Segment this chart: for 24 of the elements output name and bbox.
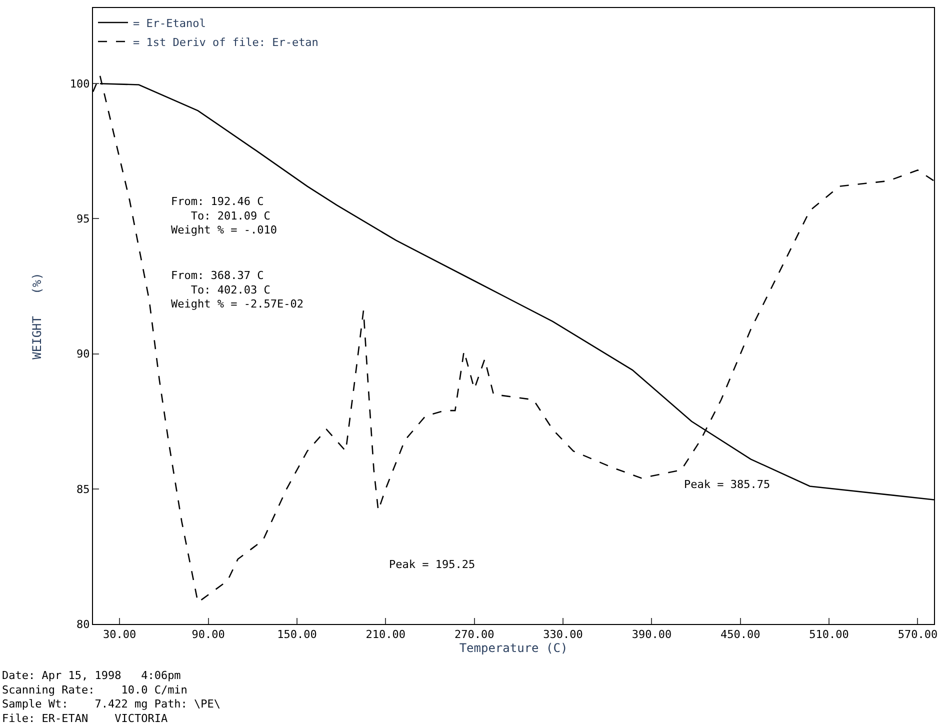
y-tick-label: 95 — [76, 212, 90, 226]
x-tick-label: 390.00 — [632, 628, 672, 642]
x-tick-label: 270.00 — [454, 628, 494, 642]
y-tick-label: 90 — [76, 348, 90, 361]
x-tick-label: 210.00 — [366, 628, 406, 642]
x-tick-label: 150.00 — [277, 628, 317, 642]
x-tick-label: 510.00 — [809, 628, 849, 642]
x-tick-label: 330.00 — [543, 628, 583, 642]
y-tick-label: 80 — [76, 618, 90, 631]
legend-label: = 1st Deriv of file: Er-etan — [133, 36, 318, 49]
x-tick-label: 30.00 — [103, 628, 136, 642]
x-tick-label: 570.00 — [898, 628, 938, 642]
y-tick-label: 100 — [70, 78, 90, 90]
annotation: From: 368.37 C To: 402.03 C Weight % = -2.57E-02 — [171, 269, 304, 311]
legend-label: = Er-Etanol — [133, 16, 206, 30]
annotation: Peak = 195.25 — [389, 558, 476, 571]
x-axis-title: Temperature (C) — [459, 641, 568, 656]
text: Date: Apr 15, 1998 4:06pm Scanning Rate: 10.0 C/min Sample Wt: 7.422 mg Path: \PE\ File: ER-ETAN VICTORIA — [2, 669, 221, 724]
x-tick-label: 90.00 — [192, 628, 225, 642]
x-tick-label: 450.00 — [720, 628, 760, 642]
y-axis-title: WEIGHT (%) — [30, 272, 44, 360]
annotation: Peak = 385.75 — [684, 478, 770, 491]
y-tick-label: 85 — [76, 482, 90, 496]
annotation: From: 192.46 C To: 201.09 C Weight % = -.010 — [171, 195, 277, 237]
